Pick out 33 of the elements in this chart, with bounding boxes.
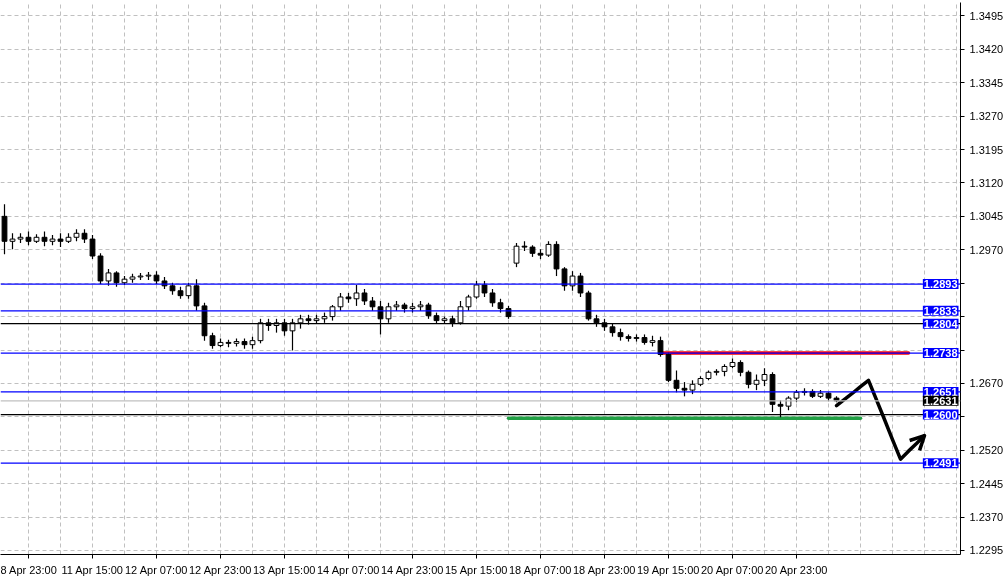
x-tick-label: 18 Apr 07:00 [509,563,572,576]
y-tick-label: 1.2520 [969,444,1004,457]
y-tick-label: 1.3120 [969,176,1004,189]
ref-line-label: 1.2600 [923,408,958,421]
y-tick-label: 1.3420 [969,43,1004,56]
ref-line-label: 1.2651 [923,385,958,398]
x-tick-label: 20 Apr 07:00 [701,563,764,576]
ref-line-label: 1.2833 [923,304,958,317]
y-tick-label: 1.2670 [969,377,1004,390]
x-tick-label: 13 Apr 15:00 [253,563,316,576]
y-tick-label: 1.3495 [969,9,1004,22]
y-tick-label: 1.3345 [969,76,1004,89]
x-tick-label: 19 Apr 15:00 [637,563,700,576]
x-tick-label: 12 Apr 07:00 [125,563,188,576]
y-tick-label: 1.2295 [969,544,1004,557]
ref-line-label: 1.2491 [923,457,958,470]
ref-line-label: 1.2893 [923,278,958,291]
y-tick-label: 1.2370 [969,511,1004,524]
x-tick-label: 8 Apr 23:00 [0,563,57,576]
y-tick-label: 1.3045 [969,210,1004,223]
ref-line-label: 1.2804 [923,317,959,330]
x-tick-label: 18 Apr 23:00 [573,563,636,576]
x-tick-label: 15 Apr 15:00 [445,563,508,576]
x-tick-label: 14 Apr 23:00 [381,563,444,576]
y-tick-label: 1.3270 [969,110,1004,123]
ref-line-label: 1.2738 [923,347,958,360]
x-tick-label: 11 Apr 15:00 [61,563,123,576]
x-tick-label: 12 Apr 23:00 [189,563,252,576]
y-tick-label: 1.2445 [969,477,1004,490]
y-tick-label: 1.2970 [969,243,1004,256]
x-tick-label: 14 Apr 07:00 [317,563,380,576]
y-tick-label: 1.3195 [969,143,1004,156]
x-tick-label: 20 Apr 23:00 [765,563,828,576]
